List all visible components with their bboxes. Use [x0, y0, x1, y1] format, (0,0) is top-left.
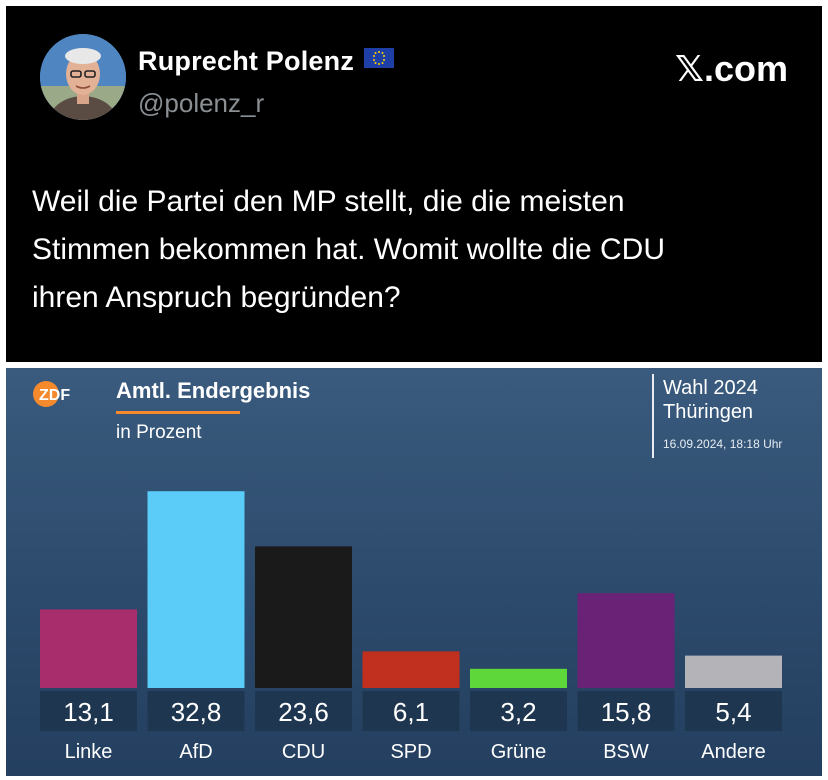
tweet-text-line: Weil die Partei den MP stellt, die die m… [32, 185, 625, 218]
election-state: Thüringen [663, 401, 754, 423]
chart-subtitle: in Prozent [116, 422, 202, 443]
value-label-grüne: 3,2 [500, 697, 536, 727]
tweet-text-line: ihren Anspruch begründen? [32, 281, 401, 314]
value-label-linke: 13,1 [63, 697, 114, 727]
bar-cdu [255, 546, 352, 688]
zdf-logo-text: ZDF [39, 387, 70, 404]
bar-andere [685, 655, 782, 688]
timestamp: 16.09.2024, 18:18 Uhr [663, 437, 783, 451]
value-label-cdu: 23,6 [278, 697, 329, 727]
avatar[interactable] [40, 34, 126, 120]
value-box-bsw [577, 691, 675, 731]
x-logo: 𝕏.com [674, 48, 788, 89]
election-chart-panel: ZDF Amtl. Endergebnis in Prozent Wahl 20… [6, 368, 822, 776]
category-label-afd: AfD [179, 741, 212, 763]
chart-title: Amtl. Endergebnis [116, 378, 311, 403]
bar-afd [147, 491, 245, 688]
value-box-spd [362, 691, 460, 731]
election-year: Wahl 2024 [663, 377, 758, 399]
category-label-spd: SPD [390, 741, 431, 763]
value-box-grüne [470, 691, 567, 731]
header-divider [652, 374, 654, 458]
category-label-grüne: Grüne [491, 741, 547, 763]
value-label-spd: 6,1 [393, 697, 429, 727]
tweet-text-line: Stimmen bekommen hat. Womit wollte die C… [32, 233, 665, 266]
value-box-afd [147, 691, 245, 731]
category-label-bsw: BSW [603, 741, 649, 763]
value-label-afd: 32,8 [171, 697, 222, 727]
category-label-linke: Linke [65, 741, 113, 763]
author-name-text: Ruprecht Polenz [138, 46, 355, 76]
category-label-andere: Andere [701, 741, 766, 763]
author-name[interactable]: Ruprecht Polenz [138, 46, 394, 77]
value-label-bsw: 15,8 [601, 697, 652, 727]
eu-flag-icon [363, 48, 394, 68]
zdf-logo: ZDF [33, 381, 70, 407]
title-underline [116, 411, 240, 414]
bar-chart: 13,1 Linke 32,8 AfD 23,6 CDU 6,1 SPD 3,2 Grüne 15,… [40, 491, 782, 763]
value-box-linke [40, 691, 137, 731]
bar-bsw [577, 593, 675, 688]
value-box-cdu [255, 691, 352, 731]
value-label-andere: 5,4 [715, 697, 751, 727]
tweet-text: Weil die Partei den MP stellt, die die m… [32, 178, 802, 322]
bar-grüne [470, 668, 567, 688]
author-handle[interactable]: @polenz_r [138, 88, 265, 118]
election-info: Wahl 2024 Thüringen 16.09.2024, 18:18 Uh… [663, 376, 782, 456]
value-box-andere [685, 691, 782, 731]
profile-photo-icon [40, 34, 126, 120]
bar-spd [362, 651, 460, 688]
tweet-card: Ruprecht Polenz @polenz_r 𝕏.com Weil die… [6, 6, 822, 362]
category-label-cdu: CDU [282, 741, 325, 763]
bar-linke [40, 609, 137, 688]
